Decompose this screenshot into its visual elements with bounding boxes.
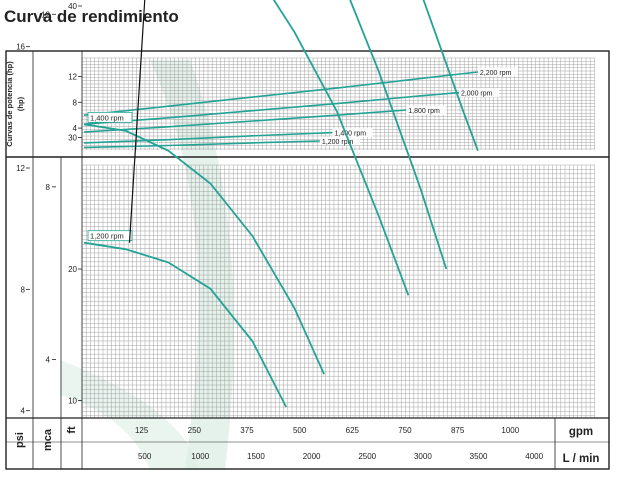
head-curve (83, 123, 325, 375)
gpm-tick-label: 125 (135, 426, 149, 435)
power-tick-label: 4 (73, 124, 78, 133)
power-curve-label: 1,800 rpm (408, 108, 440, 115)
mca-tick-label: 12 (41, 10, 50, 19)
gpm-tick-label: 375 (240, 426, 254, 435)
power-curve-label: 2,000 rpm (461, 91, 493, 98)
gpm-tick-label: 875 (451, 426, 465, 435)
efficiency-line (128, 0, 146, 243)
mca-tick-label: 8 (46, 183, 51, 192)
power-curve-label-bg (332, 128, 373, 138)
gpm-tick-label: 1000 (501, 426, 519, 435)
power-curve (83, 140, 320, 149)
power-curve (83, 71, 478, 116)
power-curve (83, 109, 407, 133)
ft-tick-label: 30 (68, 134, 77, 143)
lmin-tick-label: 1000 (191, 452, 209, 461)
lmin-tick-label: 4000 (525, 452, 543, 461)
head-curve (272, 0, 410, 296)
psi-tick-label: 4 (21, 407, 26, 416)
head-curve (83, 241, 288, 408)
psi-tick-label: 12 (16, 164, 25, 173)
lmin-tick-label: 3500 (470, 452, 488, 461)
page-title: Curva de rendimiento (4, 7, 179, 26)
power-axis-unit: (hp) (16, 96, 25, 111)
head-curve-label: 1,200 rpm (90, 232, 124, 241)
power-curve-label-bg (477, 67, 518, 77)
gpm-tick-label: 750 (398, 426, 412, 435)
lmin-tick-label: 1500 (247, 452, 265, 461)
gpm-tick-label: 250 (188, 426, 202, 435)
lmin-tick-label: 3000 (414, 452, 432, 461)
power-curve-label: 2,200 rpm (480, 70, 512, 77)
power-curve-label-bg (319, 136, 360, 146)
grid (81, 57, 595, 418)
gpm-axis-label: gpm (569, 426, 593, 438)
power-curve (83, 131, 333, 144)
watermark-swoosh (150, 60, 234, 470)
power-curve-label: 1,200 rpm (322, 139, 354, 146)
power-tick-label: 8 (73, 98, 78, 107)
lmin-tick-label: 2000 (303, 452, 321, 461)
head-curve (349, 0, 448, 270)
gpm-tick-label: 500 (293, 426, 307, 435)
power-tick-label: 12 (68, 73, 77, 82)
mca-unit-label: mca (42, 428, 54, 451)
power-curve (83, 91, 460, 125)
mca-tick-label: 4 (46, 355, 51, 364)
psi-tick-label: 16 (16, 43, 25, 52)
lmin-tick-label: 2500 (358, 452, 376, 461)
ft-unit-label: ft (66, 426, 78, 434)
power-axis-label: Curvas de potencia (hp) (5, 61, 14, 147)
head-curve-label: 1,400 rpm (90, 113, 124, 122)
psi-unit-label: psi (14, 432, 26, 448)
ft-tick-label: 10 (68, 397, 77, 406)
head-curve (422, 0, 479, 152)
power-curve-label: 1,400 rpm (335, 131, 367, 138)
psi-tick-label: 8 (21, 285, 26, 294)
watermark-swoosh (60, 360, 200, 470)
lmin-axis-label: L / min (563, 453, 600, 465)
head-curve-label-box (87, 230, 133, 242)
lmin-tick-label: 500 (138, 452, 152, 461)
gpm-tick-label: 625 (346, 426, 360, 435)
power-curve-label-bg (406, 105, 447, 115)
power-curve-label-bg (458, 88, 499, 98)
ft-tick-label: 20 (68, 265, 77, 274)
head-curve-label-box (87, 111, 133, 123)
chart-frame (5, 50, 610, 470)
ft-tick-label: 40 (68, 2, 77, 11)
